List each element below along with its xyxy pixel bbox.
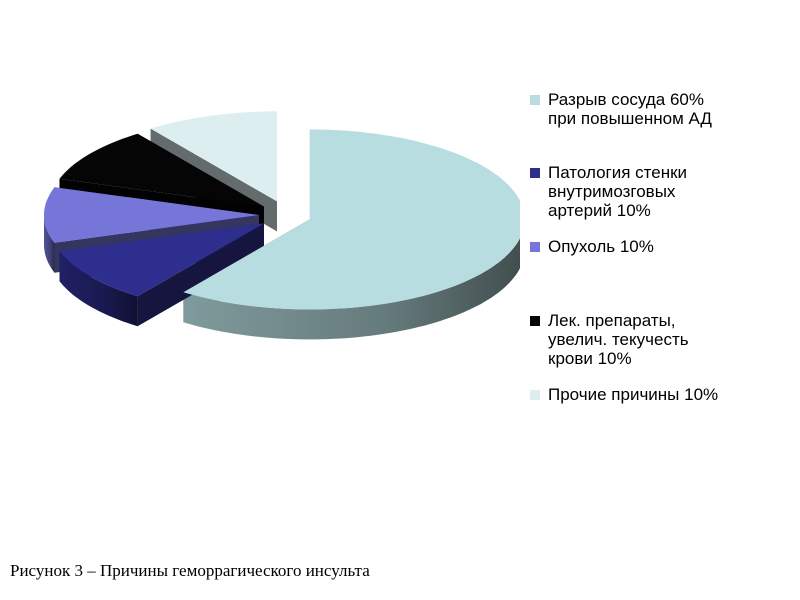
- legend-swatch: [530, 168, 540, 178]
- slice: [59, 223, 264, 297]
- slice: [183, 129, 520, 310]
- legend-item: Патология стенки внутримозговых артерий …: [530, 163, 733, 220]
- slice-outer-side: [44, 215, 55, 273]
- legend-swatch: [530, 316, 540, 326]
- slice-outer-side: [183, 238, 520, 340]
- caption: Рисунок 3 – Причины геморрагического инс…: [10, 561, 370, 580]
- legend-swatch: [530, 390, 540, 400]
- slice: [59, 133, 264, 207]
- legend-swatch: [530, 242, 540, 252]
- legend-label: Патология стенки внутримозговых артерий …: [548, 163, 688, 220]
- legend-label: Разрыв сосуда 60% при повышенном АД: [548, 90, 712, 128]
- legend-label: Прочие причины 10%: [548, 385, 719, 404]
- slice-outer-side: [59, 251, 138, 327]
- pie-chart: [44, 111, 520, 340]
- legend-label: Лек. препараты, увелич. текучесть крови …: [548, 311, 689, 368]
- legend-swatch: [530, 95, 540, 105]
- legend-item: Лек. препараты, увелич. текучесть крови …: [530, 311, 733, 368]
- legend-item: Разрыв сосуда 60% при повышенном АД: [530, 90, 733, 128]
- legend-item: Прочие причины 10%: [530, 385, 733, 404]
- legend-label: Опухоль 10%: [548, 237, 654, 256]
- slice: [150, 111, 277, 202]
- legend-item: Опухоль 10%: [530, 237, 733, 256]
- slice: [44, 187, 259, 243]
